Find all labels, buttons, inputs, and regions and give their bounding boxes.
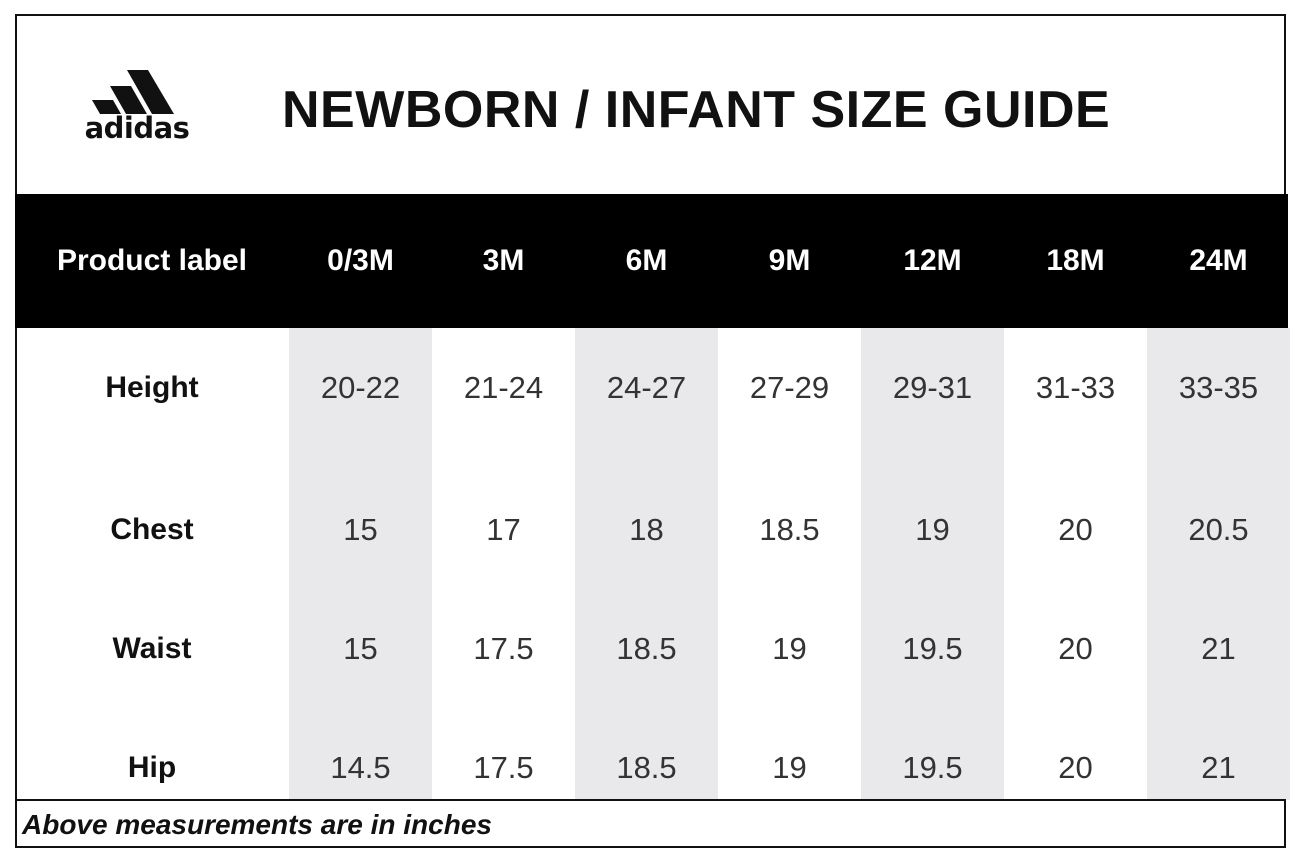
table-cell: 20 [1058, 750, 1093, 785]
three-stripes-icon [92, 70, 174, 114]
table-cell: 21 [1201, 631, 1236, 666]
adidas-logo: adidas [78, 56, 208, 156]
table-cell: 17.5 [473, 750, 534, 785]
header-product-label: Product label [56, 244, 248, 277]
header-size-cell: 3M [482, 244, 525, 277]
table-cell: 20.5 [1188, 512, 1249, 547]
column-shade [861, 328, 1004, 800]
table-cell: 20 [1058, 512, 1093, 547]
row-label: Height [105, 371, 199, 404]
table-cell: 14.5 [330, 750, 391, 785]
table-cell: 21 [1201, 750, 1236, 785]
table-cell: 19 [772, 750, 807, 785]
table-header-row [15, 194, 1288, 328]
table-cell: 20-22 [320, 370, 401, 405]
row-label: Chest [110, 513, 194, 546]
header-size-cell: 12M [903, 244, 962, 277]
table-cell: 33-35 [1178, 370, 1259, 405]
footer-divider [15, 799, 1286, 801]
table-cell: 19 [915, 512, 950, 547]
table-cell: 15 [343, 512, 378, 547]
table-cell: 18 [629, 512, 664, 547]
column-shade [1147, 328, 1290, 800]
footer-note: Above measurements are in inches [22, 809, 492, 840]
table-cell: 17.5 [473, 631, 534, 666]
column-shade [575, 328, 718, 800]
table-cell: 17 [486, 512, 521, 547]
brand-wordmark: adidas [84, 111, 190, 145]
table-cell: 29-31 [892, 370, 973, 405]
table-cell: 15 [343, 631, 378, 666]
table-cell: 31-33 [1035, 370, 1116, 405]
table-cell: 19.5 [902, 750, 963, 785]
column-shade [289, 328, 432, 800]
table-cell: 27-29 [749, 370, 830, 405]
table-cell: 18.5 [616, 750, 677, 785]
row-label: Waist [112, 632, 192, 665]
table-cell: 19 [772, 631, 807, 666]
table-cell: 19.5 [902, 631, 963, 666]
row-label: Hip [127, 751, 177, 784]
table-cell: 21-24 [463, 370, 544, 405]
header-size-cell: 6M [625, 244, 668, 277]
table-cell: 24-27 [606, 370, 687, 405]
header-size-cell: 24M [1189, 244, 1248, 277]
table-cell: 18.5 [616, 631, 677, 666]
table-cell: 20 [1058, 631, 1093, 666]
header-size-cell: 9M [768, 244, 811, 277]
page-title: NEWBORN / INFANT SIZE GUIDE [282, 81, 1111, 139]
table-cell: 18.5 [759, 512, 820, 547]
header-size-cell: 18M [1046, 244, 1105, 277]
header-size-cell: 0/3M [327, 244, 394, 277]
